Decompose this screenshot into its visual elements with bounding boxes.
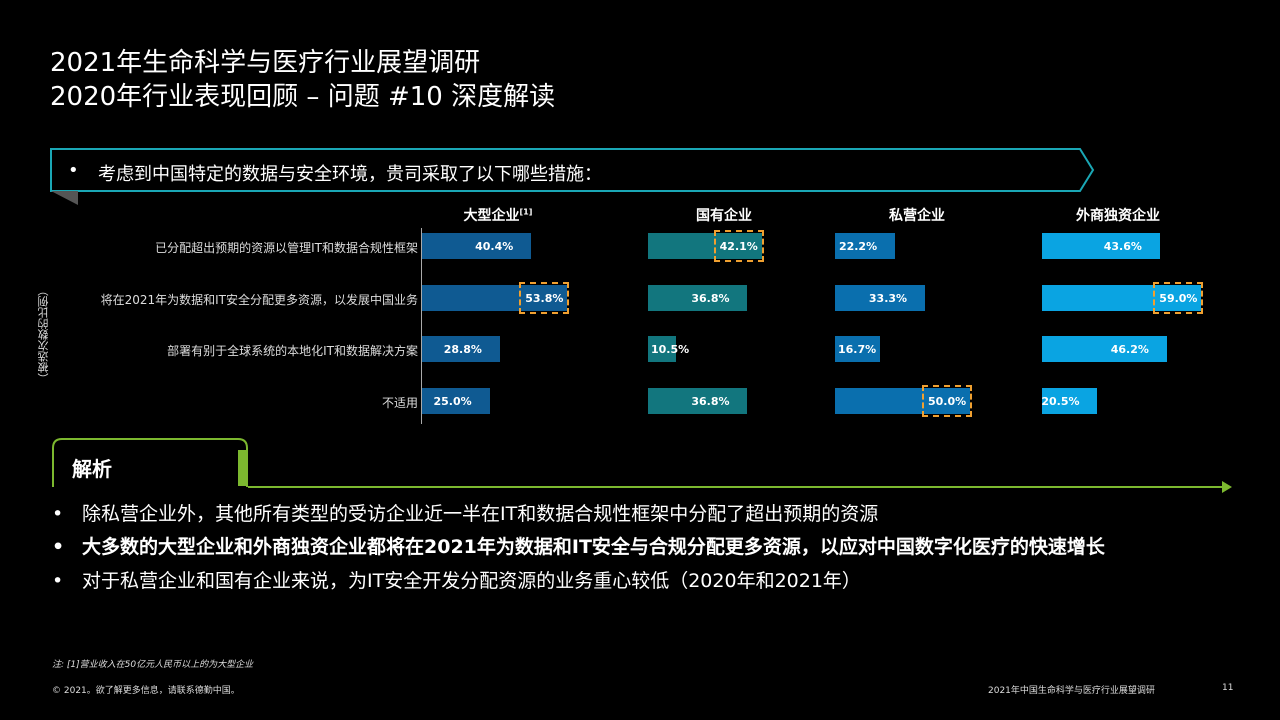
bar bbox=[422, 388, 490, 414]
bar-value-label: 59.0% bbox=[1159, 292, 1198, 305]
bar bbox=[1042, 336, 1167, 362]
bar-value-label: 42.1% bbox=[719, 240, 758, 253]
bar bbox=[648, 233, 762, 259]
row-label: 不适用 bbox=[381, 396, 418, 410]
bar-value-label: 43.6% bbox=[1103, 240, 1142, 253]
question-banner bbox=[50, 148, 1110, 205]
bar-value-label: 33.3% bbox=[868, 292, 908, 305]
bar bbox=[422, 233, 532, 259]
column-header: 私营企业 bbox=[889, 208, 945, 224]
bar bbox=[648, 336, 677, 362]
bar-value-label: 25.0% bbox=[433, 395, 472, 408]
y-axis-side-label: （被选次数的比例） bbox=[37, 285, 50, 384]
footnote: 注: [1]营业收入在50亿元人民币以上的为大型企业 bbox=[52, 660, 254, 670]
bar bbox=[835, 388, 970, 414]
analysis-point-2: • 大多数的大型企业和外商独资企业都将在2021年为数据和IT安全与合规分配更多资… bbox=[52, 536, 1105, 558]
bar-value-label: 16.7% bbox=[838, 343, 877, 356]
row-label: 将在2021年为数据和IT安全分配更多资源，以发展中国业务 bbox=[100, 293, 418, 307]
bar bbox=[835, 233, 895, 259]
analysis-tab bbox=[52, 438, 248, 487]
bar bbox=[422, 336, 500, 362]
analysis-heading: 解析 bbox=[72, 457, 112, 481]
title-line-1: 2021年生命科学与医疗行业展望调研 bbox=[50, 48, 481, 78]
row-label: 部署有别于全球系统的本地化IT和数据解决方案 bbox=[167, 344, 418, 358]
highlight-box bbox=[922, 385, 972, 417]
question-bullet: • bbox=[68, 160, 79, 181]
bar-value-label: 28.8% bbox=[443, 343, 482, 356]
footer-copyright: © 2021。欲了解更多信息，请联系德勤中国。 bbox=[52, 686, 240, 696]
column-header: 大型企业[1] bbox=[463, 207, 533, 224]
bar-value-label: 50.0% bbox=[928, 395, 967, 408]
bar bbox=[1042, 233, 1160, 259]
analysis-divider bbox=[248, 486, 1228, 488]
column-header: 国有企业 bbox=[696, 208, 752, 224]
bar bbox=[648, 388, 748, 414]
bar-value-label: 36.8% bbox=[691, 292, 730, 305]
highlight-box bbox=[1153, 282, 1204, 314]
column-header-footnote-mark: [1] bbox=[519, 207, 533, 217]
row-label: 已分配超出预期的资源以管理IT和数据合规性框架 bbox=[155, 241, 418, 255]
bar bbox=[422, 285, 568, 311]
page-title: 2021年生命科学与医疗行业展望调研 2020年行业表现回顾 – 问题 #10 … bbox=[50, 46, 555, 114]
column-header: 外商独资企业 bbox=[1076, 208, 1160, 224]
analysis-point-3: • 对于私营企业和国有企业来说，为IT安全开发分配资源的业务重心较低（2020年和… bbox=[52, 570, 861, 592]
question-text: 考虑到中国特定的数据与安全环境，贵司采取了以下哪些措施： bbox=[98, 164, 602, 185]
footer-title: 2021年中国生命科学与医疗行业展望调研 bbox=[988, 686, 1155, 696]
bar bbox=[835, 285, 925, 311]
bar-value-label: 22.2% bbox=[838, 240, 878, 253]
bar-value-label: 40.4% bbox=[475, 240, 514, 253]
bar bbox=[648, 285, 748, 311]
highlight-box bbox=[519, 282, 570, 314]
highlight-box bbox=[713, 230, 764, 262]
page-number: 11 bbox=[1222, 683, 1234, 693]
bar bbox=[835, 336, 881, 362]
title-line-2: 2020年行业表现回顾 – 问题 #10 深度解读 bbox=[50, 82, 556, 112]
bar-value-label: 46.2% bbox=[1110, 343, 1149, 356]
bar-value-label: 36.8% bbox=[691, 395, 730, 408]
bar-value-label: 53.8% bbox=[525, 292, 564, 305]
bar-value-label: 10.5% bbox=[651, 343, 690, 356]
bar-value-label: 20.5% bbox=[1041, 395, 1080, 408]
bar bbox=[1042, 285, 1202, 311]
analysis-point-1: • 除私营企业外，其他所有类型的受访企业近一半在IT和数据合规性框架中分配了超出预… bbox=[52, 503, 879, 525]
chart-axis-line bbox=[421, 228, 422, 424]
bar bbox=[1042, 388, 1098, 414]
analysis-arrow-icon bbox=[1222, 481, 1232, 493]
